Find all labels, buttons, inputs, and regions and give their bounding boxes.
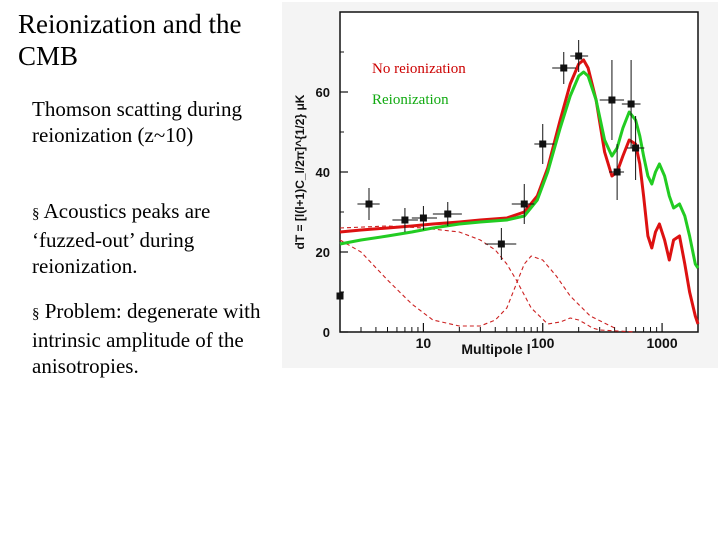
data-points [336,40,645,332]
y-tick-label: 0 [323,325,330,340]
x-tick-label: 100 [531,335,555,351]
data-point-marker [401,216,409,224]
data-point-marker [632,144,640,152]
data-point-marker [520,200,528,208]
y-tick-label: 40 [316,165,330,180]
data-point-marker [419,214,427,222]
data-point-marker [560,64,568,72]
bullet-marker: § [32,306,40,322]
paragraph-thomson: Thomson scatting during reionization (z~… [32,96,272,148]
x-axis-label: Multipole l [461,341,530,357]
series-line-no-reionization [339,58,700,325]
bullet-problem: § Problem: degenerate with intrinsic amp… [32,298,272,379]
series-line-reionization [339,70,700,269]
data-point-marker [336,292,344,300]
data-point-marker [444,210,452,218]
paragraph-text: Thomson scatting during reionization (z~… [32,97,242,147]
legend-entry-reionization: Reionization [372,92,449,108]
cmb-power-spectrum-figure: Multipole l dT = [l(l+1)C_l/2π]^{1/2} μK… [282,2,718,368]
axis-ticks: 10 100 1000 0 20 40 60 [316,51,699,351]
x-tick-label: 1000 [646,335,677,351]
bullet-marker: § [32,206,40,222]
y-tick-label: 60 [316,85,330,100]
y-axis-label: dT = [l(l+1)C_l/2π]^{1/2} μK [293,94,307,249]
slide-title: Reionization and the CMB [18,9,242,71]
dashed-component-line [339,225,636,333]
bullet-text: Problem: degenerate with intrinsic ampli… [32,299,261,378]
data-point-marker [575,52,583,60]
dashed-component-line [339,239,615,329]
data-point-marker [497,240,505,248]
data-point-marker [613,168,621,176]
data-point-marker [539,140,547,148]
data-point-marker [608,96,616,104]
legend-entry-no-reionization: No reionization [372,61,466,77]
y-tick-label: 20 [316,245,330,260]
plot-frame [339,11,699,333]
bullet-text: Acoustics peaks are ‘fuzzed-out’ during … [32,199,211,278]
cmb-power-spectrum-chart: Multipole l dT = [l(l+1)C_l/2π]^{1/2} μK… [293,11,700,357]
series-lines [339,58,700,333]
data-point-marker [627,100,635,108]
data-point-marker [365,200,373,208]
x-tick-label: 10 [416,335,432,351]
bullet-acoustic-peaks: § Acoustics peaks are ‘fuzzed-out’ durin… [32,198,272,279]
legend: No reionization Reionization [372,61,466,108]
